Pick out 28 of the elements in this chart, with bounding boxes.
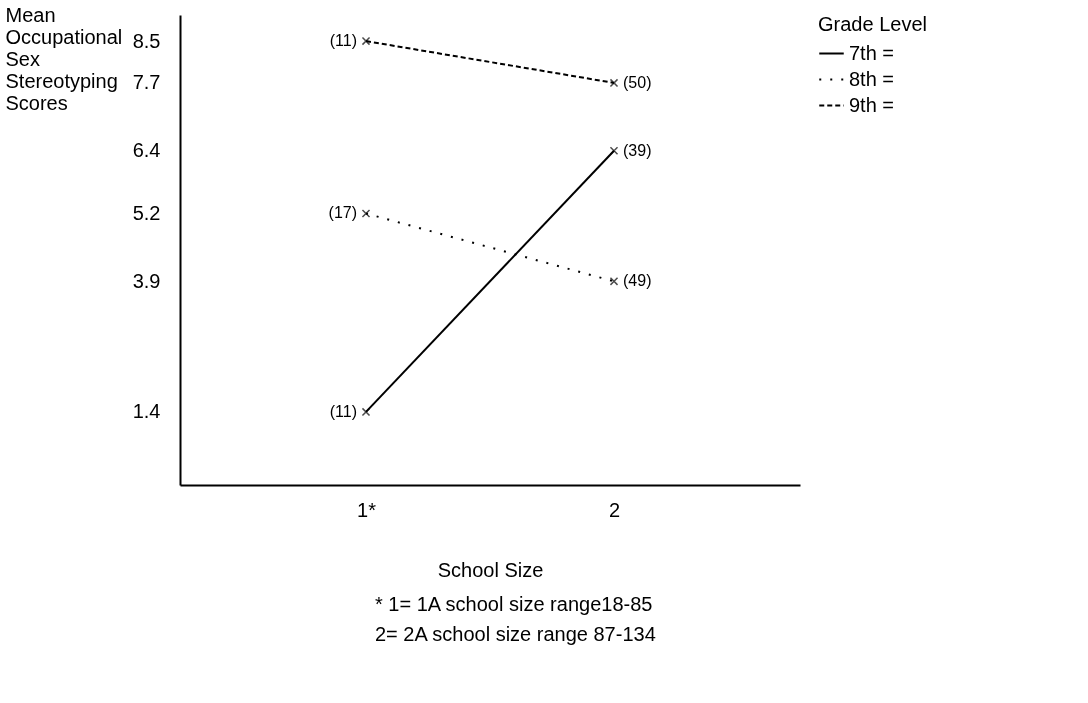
legend-title: Grade Level [818, 13, 927, 35]
annotation: (39) [623, 141, 652, 159]
point [609, 277, 619, 286]
y-tick-label: 5.2 [132, 201, 161, 224]
annotation: (11) [329, 402, 357, 420]
annotation: (50) [623, 73, 652, 91]
y-tick-label: 7.7 [132, 71, 161, 94]
y-tick-label: 3.9 [132, 269, 161, 292]
x-axis-title: School Size [437, 558, 544, 581]
legend-label: 7th = [849, 41, 895, 64]
annotation: (17) [328, 204, 357, 222]
x-tick-label: 2 [608, 498, 621, 521]
y-axis-title: Mean Occupational Sex Stereotyping Scores [5, 3, 123, 114]
point [609, 78, 619, 88]
y-tick-label: 1.4 [132, 400, 161, 423]
legend-label: 8th = [849, 67, 895, 90]
y-tick-label: 8.5 [132, 29, 161, 52]
point [361, 407, 371, 417]
text: * 1= 1A school size range18-85 [375, 593, 653, 615]
annotation: (49) [623, 272, 652, 290]
annotation: (11) [329, 32, 357, 50]
point [361, 209, 371, 218]
point [361, 36, 371, 46]
point [609, 146, 619, 156]
legend-label: 9th = [849, 93, 895, 116]
y-tick-label: 6.4 [132, 139, 161, 162]
text: 2= 2A school size range 87-134 [375, 623, 656, 645]
x-tick-label: 1* [357, 498, 377, 521]
